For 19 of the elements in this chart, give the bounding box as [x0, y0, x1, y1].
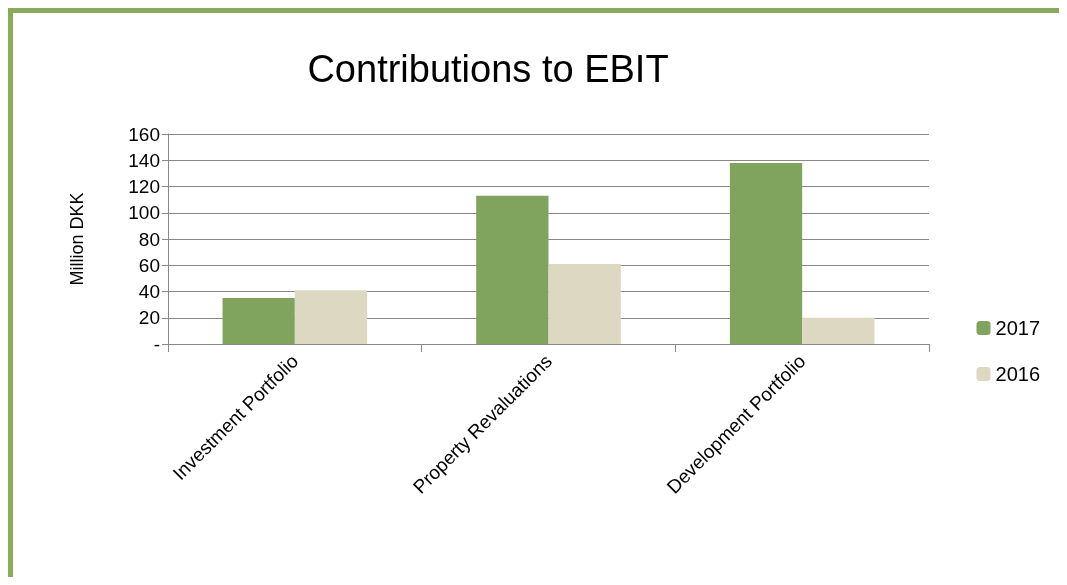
y-tick-label: 60 [138, 254, 160, 276]
y-tick-label: - [153, 333, 160, 355]
y-tick-label: 120 [128, 176, 160, 197]
bar [802, 317, 875, 344]
y-tick-label: 100 [128, 202, 160, 224]
y-axis-title: Million DKK [67, 192, 87, 286]
y-tick-label: 80 [138, 228, 160, 250]
bar [729, 162, 803, 344]
y-tick-label: 140 [128, 149, 160, 171]
chart-title: Contributions to EBIT [307, 48, 669, 90]
y-tick-label: 20 [138, 307, 160, 329]
legend-label: 2017 [995, 317, 1041, 339]
bar [294, 290, 368, 344]
legend-label: 2016 [995, 363, 1041, 385]
bar [222, 298, 295, 344]
bar [548, 263, 621, 344]
y-tick-label: 160 [128, 123, 160, 145]
y-tick-label: 40 [138, 281, 160, 302]
bar [476, 195, 549, 344]
